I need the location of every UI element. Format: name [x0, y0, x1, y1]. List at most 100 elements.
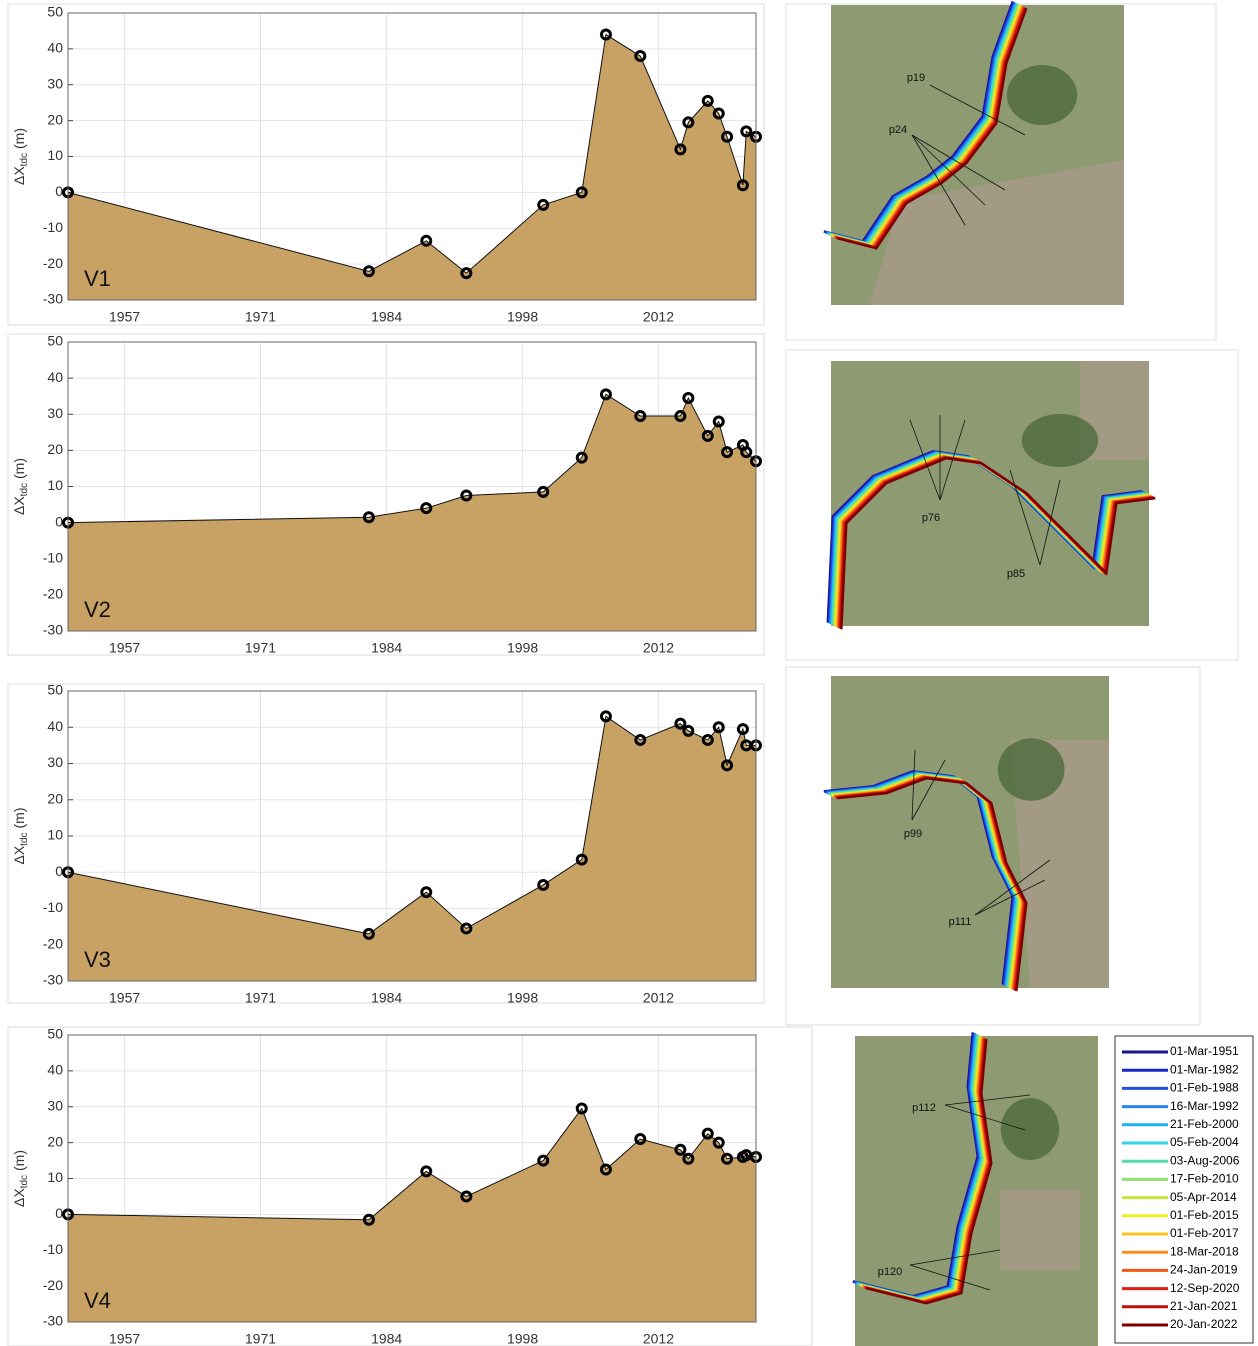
map-vegetation	[1001, 1098, 1059, 1160]
legend-label: 21-Feb-2000	[1170, 1117, 1239, 1131]
y-tick-label: 40	[47, 369, 63, 385]
legend-label: 01-Feb-2017	[1170, 1226, 1239, 1240]
panel-label: V2	[84, 597, 111, 622]
legend-label: 01-Feb-1988	[1170, 1081, 1239, 1095]
legend-label: 03-Aug-2006	[1170, 1153, 1240, 1167]
page: {"chart_data": [ {"type": "area", "panel…	[0, 0, 1258, 1346]
map: p19 p24	[824, 1, 1124, 305]
y-label-sub: tdc	[19, 1175, 30, 1188]
y-tick-label: 50	[47, 333, 63, 349]
y-tick-label: 20	[47, 790, 63, 806]
y-label-sub: tdc	[19, 153, 30, 166]
chart: -30-20-100102030405019571971198419982012…	[11, 1026, 761, 1346]
panel-label: V1	[84, 266, 111, 291]
transect-label: p19	[907, 72, 925, 84]
x-tick-label: 1998	[507, 990, 538, 1006]
x-tick-label: 2012	[643, 309, 674, 325]
y-tick-label: -20	[43, 586, 63, 602]
legend-label: 05-Feb-2004	[1170, 1135, 1239, 1149]
y-tick-label: 30	[47, 754, 63, 770]
map-vegetation	[1022, 414, 1098, 467]
y-tick-label: -10	[43, 219, 63, 235]
x-tick-label: 1971	[245, 1331, 276, 1346]
y-label-unit: (m)	[11, 1150, 27, 1171]
x-tick-label: 1984	[371, 309, 402, 325]
y-label-main: ΔX	[11, 166, 27, 185]
x-tick-label: 1971	[245, 990, 276, 1006]
y-tick-label: 30	[47, 75, 63, 91]
transect-label: p111	[949, 916, 972, 928]
panel-label: V4	[84, 1288, 111, 1313]
legend-label: 20-Jan-2022	[1170, 1317, 1238, 1331]
y-label-main: ΔX	[11, 496, 27, 515]
x-tick-label: 1984	[371, 1331, 402, 1346]
map-field	[1000, 1190, 1080, 1270]
y-label-sub: tdc	[19, 832, 30, 845]
y-axis-label: ΔXtdc (m)	[11, 128, 30, 185]
y-label-main: ΔX	[11, 845, 27, 864]
legend-label: 01-Mar-1982	[1170, 1062, 1239, 1076]
panel-label: V3	[84, 947, 111, 972]
legend-label: 24-Jan-2019	[1170, 1263, 1238, 1277]
x-tick-label: 1957	[109, 990, 140, 1006]
chart: -30-20-100102030405019571971198419982012…	[11, 333, 761, 656]
legend-label: 01-Feb-2015	[1170, 1208, 1239, 1222]
y-label-unit: (m)	[11, 807, 27, 828]
y-tick-label: -30	[43, 1313, 63, 1329]
y-tick-label: 0	[55, 863, 63, 879]
x-tick-label: 1998	[507, 640, 538, 656]
x-tick-label: 1971	[245, 640, 276, 656]
figure: -30-20-100102030405019571971198419982012…	[0, 0, 1258, 1346]
y-tick-label: -10	[43, 549, 63, 565]
transect-label: p112	[912, 1102, 936, 1114]
legend-label: 17-Feb-2010	[1170, 1172, 1239, 1186]
legend-label: 16-Mar-1992	[1170, 1099, 1239, 1113]
x-tick-label: 1957	[109, 640, 140, 656]
transect-label: p76	[922, 512, 940, 524]
y-tick-label: 0	[55, 183, 63, 199]
y-tick-label: 40	[47, 40, 63, 56]
x-tick-label: 1957	[109, 1331, 140, 1346]
x-tick-label: 1971	[245, 309, 276, 325]
y-label-unit: (m)	[11, 458, 27, 479]
y-label-unit: (m)	[11, 128, 27, 149]
map-vegetation	[1007, 65, 1077, 125]
y-axis-label: ΔXtdc (m)	[11, 1150, 30, 1207]
x-tick-label: 1984	[371, 640, 402, 656]
x-tick-label: 2012	[643, 640, 674, 656]
y-tick-label: -10	[43, 1241, 63, 1257]
y-tick-label: 10	[47, 147, 63, 163]
y-label-sub: tdc	[19, 483, 30, 496]
y-tick-label: 20	[47, 1133, 63, 1149]
legend-label: 01-Mar-1951	[1170, 1044, 1239, 1058]
legend: 01-Mar-1951 01-Mar-1982 01-Feb-1988 16-Mar-…	[1115, 1036, 1253, 1343]
x-tick-label: 2012	[643, 990, 674, 1006]
transect-label: p24	[889, 124, 907, 136]
legend-label: 05-Apr-2014	[1170, 1190, 1237, 1204]
x-tick-label: 1984	[371, 990, 402, 1006]
y-tick-label: -30	[43, 291, 63, 307]
legend-label: 12-Sep-2020	[1170, 1281, 1240, 1295]
y-tick-label: -10	[43, 899, 63, 915]
transect-label: p99	[904, 828, 922, 840]
y-tick-label: 30	[47, 405, 63, 421]
y-tick-label: 20	[47, 111, 63, 127]
y-tick-label: 40	[47, 718, 63, 734]
y-tick-label: 50	[47, 682, 63, 698]
y-tick-label: 10	[47, 477, 63, 493]
y-axis-label: ΔXtdc (m)	[11, 807, 30, 864]
y-tick-label: 10	[47, 1169, 63, 1185]
y-tick-label: 10	[47, 827, 63, 843]
y-tick-label: -20	[43, 255, 63, 271]
x-tick-label: 1957	[109, 309, 140, 325]
y-tick-label: 0	[55, 513, 63, 529]
x-tick-label: 1998	[507, 309, 538, 325]
y-label-main: ΔX	[11, 1188, 27, 1207]
y-tick-label: 0	[55, 1205, 63, 1221]
legend-label: 21-Jan-2021	[1170, 1299, 1238, 1313]
y-tick-label: -30	[43, 622, 63, 638]
y-tick-label: -30	[43, 972, 63, 988]
